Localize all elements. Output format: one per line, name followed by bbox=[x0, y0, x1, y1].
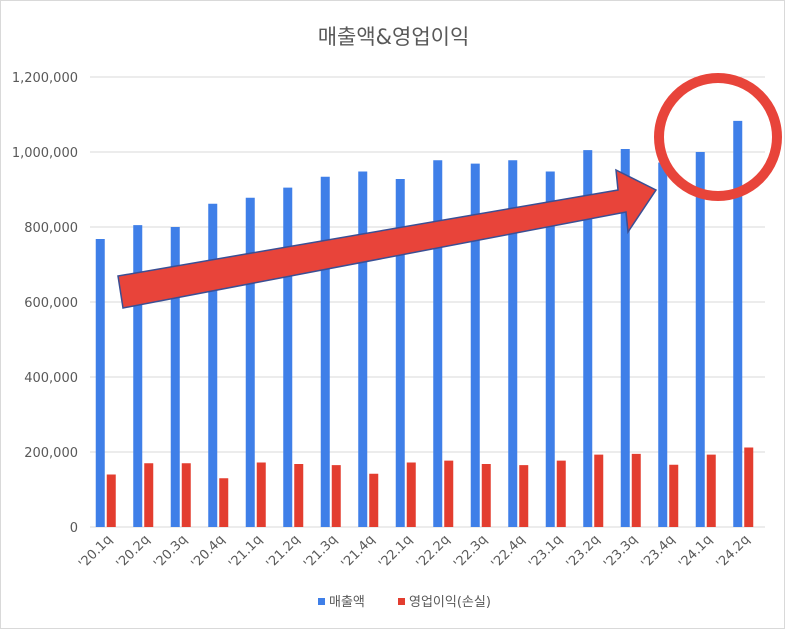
chart-title: 매출액&영업이익 bbox=[317, 25, 470, 49]
x-tick-label: '22.2q bbox=[414, 532, 453, 571]
bar-operating-profit bbox=[181, 463, 191, 527]
x-tick-label: '23.3q bbox=[601, 532, 640, 571]
y-tick-label: 1,000,000 bbox=[12, 146, 78, 161]
x-tick-label: '23.2q bbox=[564, 532, 603, 571]
x-tick-label: '20.3q bbox=[151, 532, 190, 571]
bar-operating-profit bbox=[669, 464, 679, 527]
bar-operating-profit bbox=[744, 447, 754, 527]
bar-sales bbox=[95, 239, 105, 527]
x-tick-label: '22.3q bbox=[451, 532, 490, 571]
bar-operating-profit bbox=[631, 453, 641, 527]
x-tick-label: '21.2q bbox=[264, 532, 303, 571]
x-tick-label: '22.4q bbox=[489, 532, 528, 571]
bar-sales bbox=[245, 197, 255, 527]
bars bbox=[95, 120, 754, 527]
x-tick-label: '23.1q bbox=[526, 532, 565, 571]
trend-arrow bbox=[117, 168, 658, 309]
bar-sales bbox=[433, 160, 443, 527]
bar-sales bbox=[133, 225, 143, 527]
legend-swatch-sales bbox=[318, 598, 325, 605]
bar-operating-profit bbox=[594, 454, 604, 527]
bar-operating-profit bbox=[369, 473, 379, 527]
bar-sales bbox=[620, 149, 630, 527]
x-axis-ticks: '20.1q'20.2q'20.3q'20.4q'21.1q'21.2q'21.… bbox=[76, 532, 753, 571]
bar-operating-profit bbox=[519, 465, 529, 527]
y-tick-label: 600,000 bbox=[24, 296, 78, 311]
x-tick-label: '24.2q bbox=[714, 532, 753, 571]
x-tick-label: '20.1q bbox=[76, 532, 115, 571]
bar-operating-profit bbox=[331, 465, 341, 527]
y-tick-label: 200,000 bbox=[24, 446, 78, 461]
x-tick-label: '20.4q bbox=[189, 532, 228, 571]
bar-operating-profit bbox=[556, 460, 566, 527]
bar-sales bbox=[320, 176, 330, 527]
annotations bbox=[117, 73, 782, 309]
y-tick-label: 800,000 bbox=[24, 221, 78, 236]
x-tick-label: '21.3q bbox=[301, 532, 340, 571]
y-axis-ticks: 0 200,000 400,000 600,000 800,000 1,000,000 1,… bbox=[12, 71, 78, 536]
x-tick-label: '21.1q bbox=[226, 532, 265, 571]
bar-sales bbox=[733, 120, 743, 527]
bar-sales bbox=[208, 203, 218, 527]
bar-sales bbox=[695, 152, 705, 527]
bar-sales bbox=[583, 150, 593, 527]
bar-sales bbox=[283, 187, 293, 527]
legend-label-operating-profit: 영업이익(손실) bbox=[409, 595, 491, 610]
bar-operating-profit bbox=[294, 464, 304, 527]
gridlines bbox=[90, 76, 765, 528]
bar-sales bbox=[358, 171, 368, 527]
x-tick-label: '24.1q bbox=[676, 532, 715, 571]
bar-sales bbox=[545, 171, 555, 527]
y-tick-label: 0 bbox=[70, 521, 78, 536]
bar-sales bbox=[470, 163, 480, 527]
bar-sales bbox=[658, 162, 668, 527]
legend: 매출액 영업이익(손실) bbox=[318, 595, 491, 610]
x-tick-label: '20.2q bbox=[114, 532, 153, 571]
bar-operating-profit bbox=[406, 462, 416, 527]
x-tick-label: '21.4q bbox=[339, 532, 378, 571]
legend-swatch-operating-profit bbox=[398, 598, 405, 605]
x-tick-label: '22.1q bbox=[376, 532, 415, 571]
highlight-circle bbox=[654, 73, 782, 201]
y-tick-label: 1,200,000 bbox=[12, 71, 78, 86]
y-tick-label: 400,000 bbox=[24, 371, 78, 386]
bar-operating-profit bbox=[106, 474, 116, 527]
legend-label-sales: 매출액 bbox=[329, 595, 365, 610]
bar-sales bbox=[395, 179, 405, 527]
bar-operating-profit bbox=[481, 464, 491, 527]
bar-operating-profit bbox=[706, 454, 716, 527]
bar-operating-profit bbox=[444, 460, 454, 527]
bar-operating-profit bbox=[144, 463, 154, 527]
bar-sales bbox=[508, 160, 518, 527]
bar-operating-profit bbox=[256, 462, 266, 527]
bar-sales bbox=[170, 227, 180, 527]
bar-operating-profit bbox=[219, 478, 229, 527]
x-tick-label: '23.4q bbox=[639, 532, 678, 571]
